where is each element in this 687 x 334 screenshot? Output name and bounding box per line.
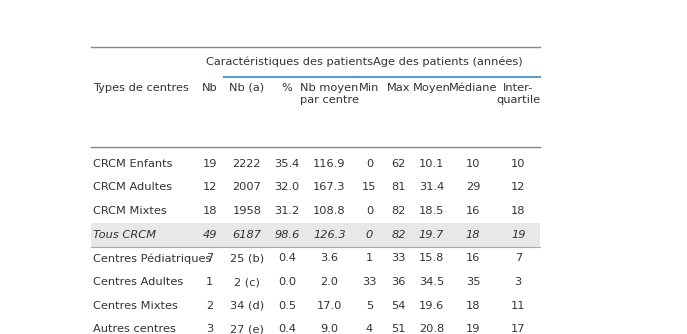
Text: Min: Min [359, 82, 380, 93]
Text: Age des patients (années): Age des patients (années) [372, 56, 522, 67]
Text: 20.8: 20.8 [419, 324, 444, 334]
Text: 1: 1 [206, 277, 213, 287]
Text: 116.9: 116.9 [313, 159, 346, 169]
Text: 0.4: 0.4 [278, 254, 296, 264]
Text: 167.3: 167.3 [313, 182, 346, 192]
Text: 31.4: 31.4 [419, 182, 444, 192]
Text: 15: 15 [362, 182, 376, 192]
Text: 27 (e): 27 (e) [230, 324, 264, 334]
Text: 31.2: 31.2 [274, 206, 300, 216]
Text: Centres Pédiatriques: Centres Pédiatriques [93, 253, 212, 264]
Text: 126.3: 126.3 [313, 230, 346, 240]
Text: 19: 19 [466, 324, 480, 334]
Text: 1: 1 [365, 254, 373, 264]
Text: Nb (a): Nb (a) [229, 82, 264, 93]
Text: 0.4: 0.4 [278, 324, 296, 334]
Text: 2.0: 2.0 [320, 277, 339, 287]
Text: 12: 12 [203, 182, 217, 192]
Text: 7: 7 [206, 254, 213, 264]
Text: 11: 11 [511, 301, 526, 311]
Text: 18: 18 [466, 301, 480, 311]
Text: 10: 10 [511, 159, 526, 169]
Text: 25 (b): 25 (b) [230, 254, 264, 264]
Text: CRCM Adultes: CRCM Adultes [93, 182, 172, 192]
Text: 3: 3 [206, 324, 213, 334]
Text: 54: 54 [392, 301, 406, 311]
Text: 2: 2 [206, 301, 213, 311]
Text: 108.8: 108.8 [313, 206, 346, 216]
Text: 0: 0 [365, 206, 373, 216]
Text: 34.5: 34.5 [419, 277, 444, 287]
Text: Autres centres: Autres centres [93, 324, 176, 334]
Text: 16: 16 [466, 254, 480, 264]
Text: 51: 51 [392, 324, 406, 334]
Text: 35: 35 [466, 277, 480, 287]
Text: Médiane: Médiane [449, 82, 497, 93]
Text: Nb: Nb [202, 82, 218, 93]
Text: 32.0: 32.0 [274, 182, 300, 192]
Text: Nb moyen
par centre: Nb moyen par centre [300, 82, 359, 105]
Text: 18: 18 [203, 206, 217, 216]
Text: 0: 0 [365, 159, 373, 169]
Text: 18.5: 18.5 [419, 206, 444, 216]
Text: 17.0: 17.0 [317, 301, 342, 311]
Text: 6187: 6187 [232, 230, 262, 240]
Text: 62: 62 [392, 159, 406, 169]
Text: Tous CRCM: Tous CRCM [93, 230, 157, 240]
Text: 2 (c): 2 (c) [234, 277, 260, 287]
Text: 0.0: 0.0 [278, 277, 296, 287]
Text: 34 (d): 34 (d) [230, 301, 264, 311]
Text: %: % [282, 82, 292, 93]
Text: 19: 19 [203, 159, 217, 169]
Text: CRCM Mixtes: CRCM Mixtes [93, 206, 167, 216]
Text: Moyen: Moyen [412, 82, 451, 93]
Text: 18: 18 [466, 230, 480, 240]
Text: 17: 17 [511, 324, 526, 334]
Text: 12: 12 [511, 182, 526, 192]
Text: 5: 5 [365, 301, 373, 311]
Text: 1958: 1958 [232, 206, 262, 216]
Text: 3.6: 3.6 [320, 254, 339, 264]
Text: Centres Adultes: Centres Adultes [93, 277, 183, 287]
Text: 19.7: 19.7 [419, 230, 444, 240]
Text: 33: 33 [362, 277, 376, 287]
Text: 33: 33 [392, 254, 406, 264]
Text: 4: 4 [366, 324, 373, 334]
Text: Max: Max [387, 82, 410, 93]
Text: 81: 81 [392, 182, 406, 192]
Text: 0: 0 [365, 230, 373, 240]
Text: 10.1: 10.1 [419, 159, 444, 169]
Text: 2007: 2007 [232, 182, 261, 192]
Text: 19: 19 [511, 230, 526, 240]
Text: 2222: 2222 [233, 159, 261, 169]
Text: 98.6: 98.6 [274, 230, 300, 240]
Text: 9.0: 9.0 [320, 324, 339, 334]
Text: 19.6: 19.6 [419, 301, 444, 311]
Text: 7: 7 [515, 254, 522, 264]
Text: 36: 36 [392, 277, 406, 287]
Text: 0.5: 0.5 [278, 301, 296, 311]
Text: 3: 3 [515, 277, 522, 287]
Text: Inter-
quartile: Inter- quartile [496, 82, 540, 105]
Text: 82: 82 [392, 206, 406, 216]
Text: CRCM Enfants: CRCM Enfants [93, 159, 173, 169]
Text: Types de centres: Types de centres [93, 82, 189, 93]
Text: 49: 49 [203, 230, 217, 240]
FancyBboxPatch shape [91, 223, 540, 246]
Text: 15.8: 15.8 [419, 254, 444, 264]
Text: 35.4: 35.4 [274, 159, 300, 169]
Text: Caractéristiques des patients: Caractéristiques des patients [206, 56, 373, 67]
Text: 82: 82 [392, 230, 406, 240]
Text: 10: 10 [466, 159, 480, 169]
Text: 29: 29 [466, 182, 480, 192]
Text: 18: 18 [511, 206, 526, 216]
Text: Centres Mixtes: Centres Mixtes [93, 301, 178, 311]
Text: 16: 16 [466, 206, 480, 216]
